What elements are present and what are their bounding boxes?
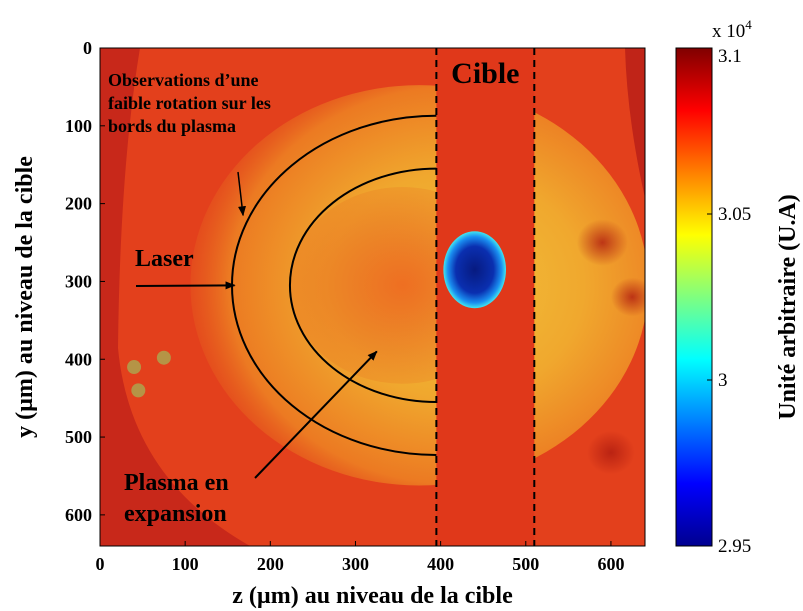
x-axis-label: z (µm) au niveau de la cible — [232, 583, 513, 609]
colorbar-ticks: 2.95 3 3.05 3.1 — [707, 46, 751, 557]
y-tick-label: 100 — [65, 116, 92, 136]
plasma-speckle — [156, 350, 171, 365]
annotation-plasma: Plasma en expansion — [124, 470, 229, 527]
annotation-plasma-arrow — [254, 350, 378, 479]
dark-spot — [443, 231, 507, 309]
x-tick-label: 300 — [342, 554, 369, 574]
colorbar-multiplier: x 104 — [712, 17, 752, 42]
y-axis-ticks: 0 100 200 300 400 500 600 — [65, 38, 105, 525]
overlay-annotations: Cible Observations d’une faible rotation s… — [108, 48, 536, 546]
plasma-inner-arc — [288, 167, 437, 404]
dark-patch — [587, 430, 635, 475]
dark-patch — [576, 219, 628, 266]
x-tick-label: 500 — [512, 554, 539, 574]
colorbar-tick-label: 3 — [718, 370, 728, 391]
colorbar-label: Unité arbitraire (U.A) — [775, 194, 801, 420]
annotation-laser: Laser — [135, 246, 194, 272]
plasma-speckle — [131, 383, 146, 398]
annotation-rotation: Observations d’une faible rotation sur le… — [108, 70, 271, 136]
y-tick-label: 300 — [65, 271, 92, 291]
x-axis-ticks: 0 100 200 300 400 500 600 — [96, 541, 624, 574]
y-tick-label: 400 — [65, 349, 92, 369]
x-tick-label: 600 — [597, 554, 624, 574]
annotation-laser-arrow — [135, 281, 236, 290]
heatmap-edge-region — [100, 48, 250, 546]
dark-patch — [610, 277, 645, 317]
colorbar-tick-label: 3.1 — [718, 46, 742, 67]
heatmap-corner-region — [625, 48, 645, 198]
x-tick-label: 0 — [96, 554, 105, 574]
target-label: Cible — [451, 57, 519, 90]
heatmap-image — [100, 48, 645, 546]
colorbar-tick-label: 3.05 — [718, 204, 751, 225]
plot-frame — [99, 47, 646, 547]
colorbar — [675, 47, 713, 547]
x-tick-label: 200 — [257, 554, 284, 574]
x-tick-label: 400 — [427, 554, 454, 574]
y-axis-label: y (µm) au niveau de la cible — [12, 156, 38, 438]
annotation-rotation-arrow — [237, 171, 246, 217]
y-tick-label: 0 — [83, 38, 92, 58]
y-tick-label: 600 — [65, 505, 92, 525]
colorbar-tick-label: 2.95 — [718, 536, 751, 557]
plasma-speckle — [127, 360, 142, 375]
x-tick-label: 100 — [172, 554, 199, 574]
y-tick-label: 200 — [65, 194, 92, 214]
y-tick-label: 500 — [65, 427, 92, 447]
